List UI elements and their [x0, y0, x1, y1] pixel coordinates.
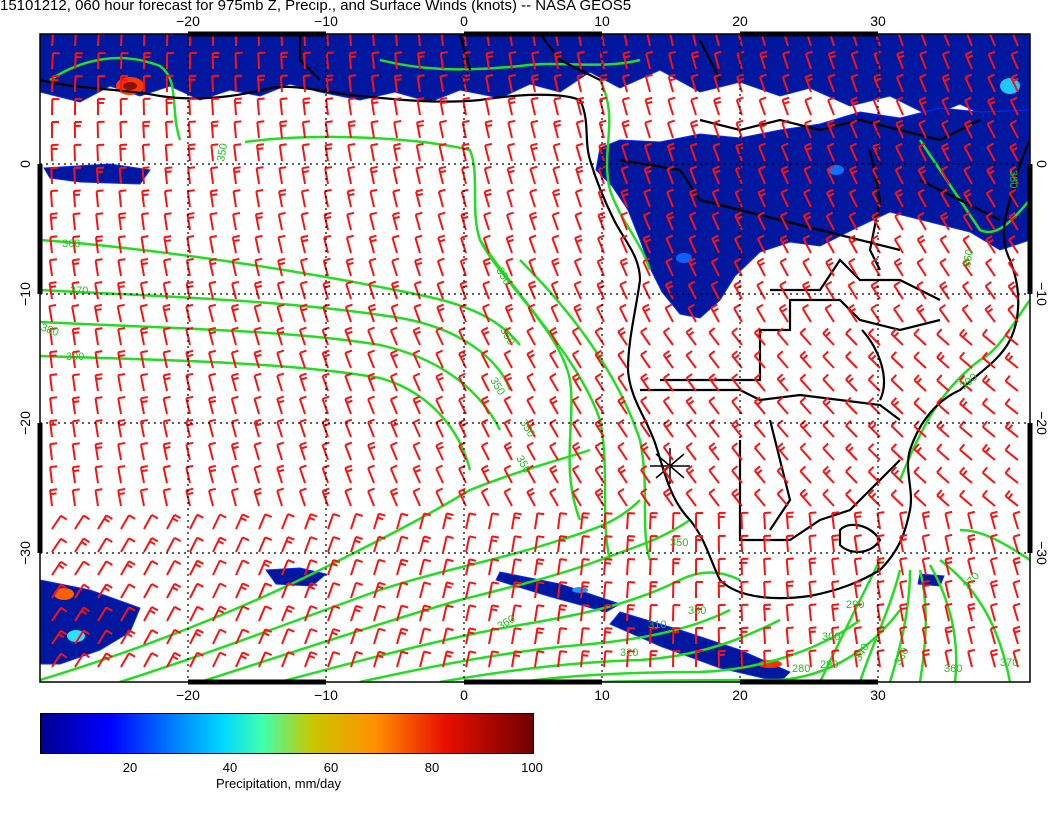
contour-label: 290 — [820, 659, 838, 671]
lon-tick-label: −10 — [314, 13, 338, 29]
contour-label: 360 — [961, 248, 976, 268]
lat-tick-label: 0 — [1034, 160, 1050, 168]
lon-tick-label: 10 — [594, 687, 610, 703]
contour-label: 280 — [792, 663, 810, 675]
lon-tick-label: 30 — [870, 13, 886, 29]
contour-label: 370 — [1000, 657, 1018, 669]
contour-label: 370 — [70, 285, 88, 297]
colorbar-label: Precipitation, mm/day — [216, 776, 341, 791]
contour-label: 360 — [62, 238, 80, 250]
wind-barbs — [48, 34, 1021, 668]
lat-labels-right: 0 −10 −20 −30 — [1034, 160, 1050, 565]
contour-label: 380 — [39, 322, 60, 340]
lon-tick-label: 10 — [594, 13, 610, 29]
lon-tick-label: −20 — [176, 13, 200, 29]
contour-label: 320 — [620, 647, 638, 659]
lat-tick-label: −20 — [17, 411, 33, 435]
contour-label: 350 — [215, 142, 230, 162]
lon-labels-top: −20 −10 0 10 20 30 — [176, 13, 886, 29]
colorbar-tick: 20 — [122, 760, 138, 775]
lat-tick-label: −10 — [17, 282, 33, 306]
precipitation-colorbar — [40, 713, 534, 754]
lon-tick-label: 0 — [460, 13, 468, 29]
lon-tick-label: 30 — [870, 687, 886, 703]
contour-label: 330 — [688, 605, 706, 617]
station-marker — [650, 448, 690, 484]
lat-tick-label: −30 — [17, 541, 33, 565]
contour-label: 310 — [648, 619, 666, 631]
lon-tick-label: 0 — [460, 687, 468, 703]
contour-label: 380 — [1007, 170, 1019, 188]
lon-tick-label: −20 — [176, 687, 200, 703]
wind-barb-paths — [48, 34, 1021, 668]
contour-label: 290 — [846, 599, 864, 611]
page-title: 15101212, 060 hour forecast for 975mb Z,… — [0, 0, 632, 14]
lat-tick-label: −10 — [1034, 282, 1050, 306]
lat-labels-left: 0 −10 −20 −30 — [17, 160, 33, 565]
colorbar-tick: 80 — [424, 760, 440, 775]
contour-label: 300 — [822, 631, 840, 643]
lon-tick-label: 20 — [732, 13, 748, 29]
contour-label: 360 — [944, 663, 962, 675]
lon-tick-label: 20 — [732, 687, 748, 703]
colorbar-tick: 40 — [222, 760, 238, 775]
frame-ticks — [37, 31, 1033, 685]
lat-tick-label: −20 — [1034, 411, 1050, 435]
graticule — [40, 34, 1030, 682]
lat-tick-label: −30 — [1034, 541, 1050, 565]
lon-labels-bottom: −20 −10 0 10 20 30 — [176, 687, 886, 703]
colorbar-tick: 60 — [323, 760, 339, 775]
contour-label: 350 — [670, 537, 688, 549]
lon-tick-label: −10 — [314, 687, 338, 703]
contour-label: 390 — [66, 351, 84, 363]
lat-tick-label: 0 — [17, 160, 33, 168]
colorbar-tick: 100 — [521, 760, 543, 775]
